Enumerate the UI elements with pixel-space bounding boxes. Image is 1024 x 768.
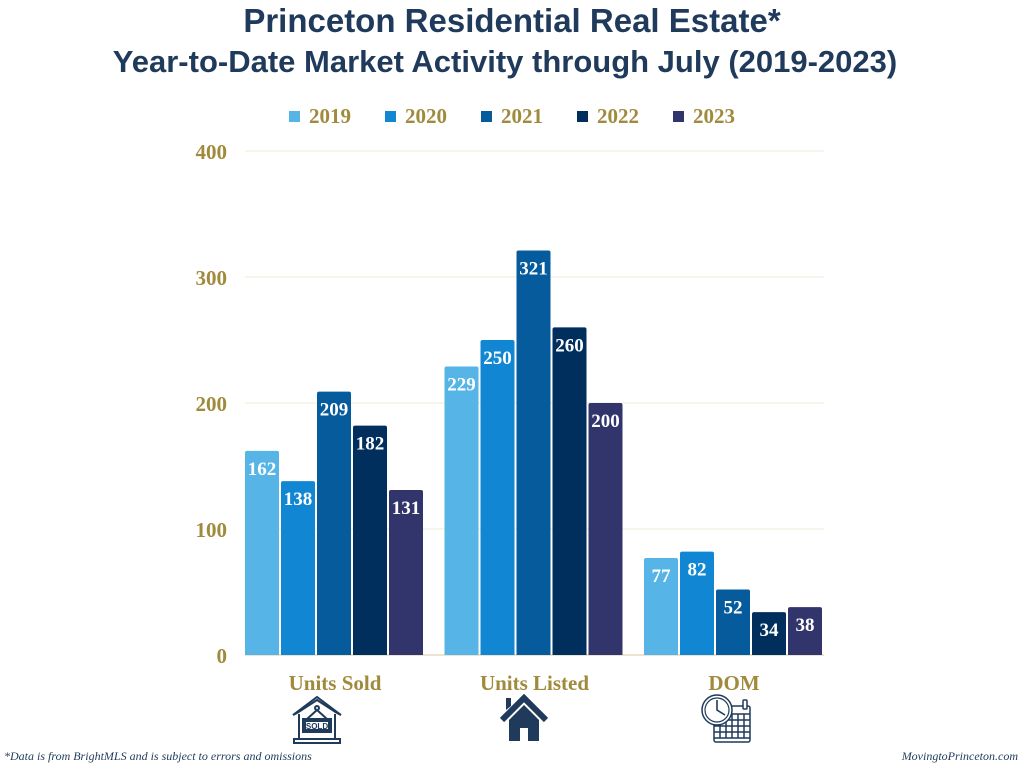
chart-subtitle: Year-to-Date Market Activity through Jul… (112, 44, 898, 79)
data-label: 250 (483, 348, 512, 369)
data-label: 38 (796, 615, 815, 636)
bar-2022 (752, 612, 786, 655)
x-tick-label: Units Sold (289, 671, 382, 695)
legend-item-2020: 2020 (385, 104, 447, 129)
bar-2022 (552, 327, 587, 655)
chart-title: Princeton Residential Real Estate* (243, 2, 781, 39)
data-label: 52 (724, 597, 743, 618)
data-labels: 162 138 209 182 131 229 250 321 260 200 77 82 52 34 38 (248, 259, 815, 642)
legend-item-2023: 2023 (673, 104, 735, 129)
bars (245, 250, 822, 656)
bar-2023 (389, 489, 423, 655)
legend-label: 2023 (693, 104, 735, 128)
y-tick-label: 0 (217, 644, 228, 668)
bar-2023 (588, 403, 623, 655)
bar-2020 (480, 340, 515, 655)
data-label: 82 (688, 560, 707, 581)
bar-2019 (444, 366, 479, 655)
data-label: 131 (392, 498, 421, 519)
bar-2020 (680, 551, 714, 655)
bar-2023 (788, 607, 822, 655)
bar-2021 (317, 391, 351, 655)
data-label: 182 (356, 434, 385, 455)
legend-item-2019: 2019 (289, 104, 351, 129)
sold-sign-text: SOLD (306, 722, 328, 731)
bar-2021 (516, 250, 551, 656)
y-tick-label: 100 (196, 518, 228, 542)
x-axis-ticks: Units Sold Units Listed DOM (289, 671, 760, 695)
y-tick-label: 300 (196, 266, 228, 290)
x-tick-label: Units Listed (480, 671, 589, 695)
house-icon (500, 694, 548, 741)
legend: 2019 2020 2021 2022 2023 (0, 104, 1024, 129)
bar-2021 (716, 589, 750, 655)
legend-swatch-2022 (577, 111, 588, 122)
legend-item-2022: 2022 (577, 104, 639, 129)
data-label: 200 (591, 411, 620, 432)
y-tick-label: 400 (196, 140, 228, 164)
bar-2020 (281, 481, 315, 655)
bar-2019 (644, 557, 678, 655)
data-label: 209 (320, 400, 349, 421)
legend-label: 2022 (597, 104, 639, 128)
legend-swatch-2020 (385, 111, 396, 122)
legend-label: 2019 (309, 104, 351, 128)
y-axis-ticks: 0 100 200 300 400 (196, 140, 228, 668)
sold-house-icon: SOLD (292, 695, 342, 744)
clock-calendar-icon (701, 694, 751, 743)
x-tick-label: DOM (708, 671, 760, 695)
legend-item-2021: 2021 (481, 104, 543, 129)
data-label: 77 (652, 566, 672, 587)
bar-2022 (353, 425, 387, 655)
data-label: 138 (284, 489, 313, 510)
bar-2019 (245, 450, 279, 655)
disclaimer-text: *Data is from BrightMLS and is subject t… (4, 749, 312, 763)
data-label: 260 (555, 335, 584, 356)
data-label: 321 (519, 259, 548, 280)
y-tick-label: 200 (196, 392, 228, 416)
legend-label: 2020 (405, 104, 447, 128)
legend-swatch-2021 (481, 111, 492, 122)
legend-swatch-2019 (289, 111, 300, 122)
legend-swatch-2023 (673, 111, 684, 122)
data-label: 162 (248, 459, 277, 480)
legend-label: 2021 (501, 104, 543, 128)
data-label: 229 (447, 374, 476, 395)
source-text: MovingtoPrinceton.com (901, 749, 1018, 763)
data-label: 34 (760, 620, 780, 641)
